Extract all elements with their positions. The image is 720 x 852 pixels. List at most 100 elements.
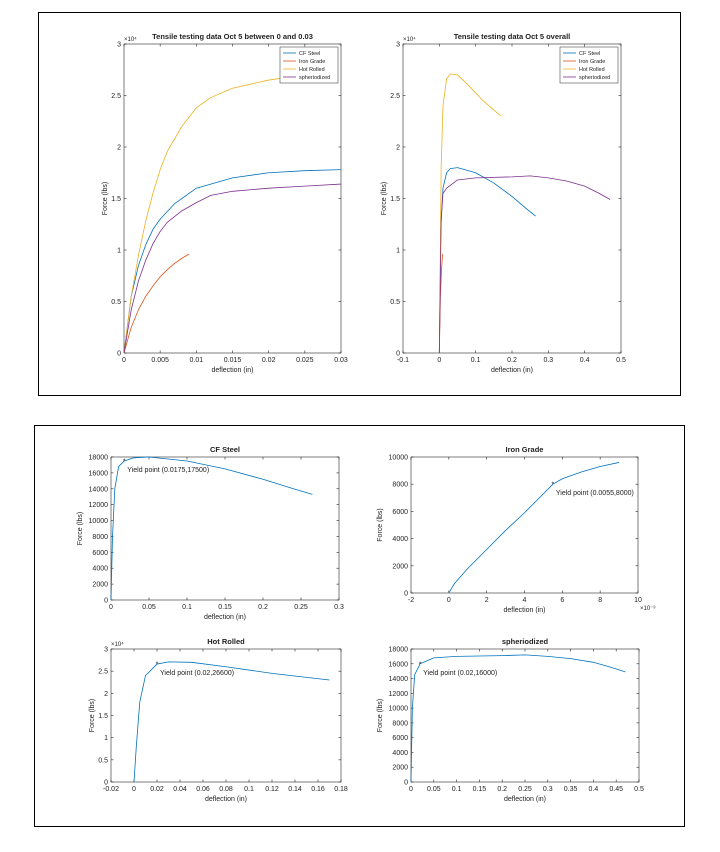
x-tick-label: 0.3	[334, 604, 344, 611]
y-tick-label: 2	[104, 691, 108, 698]
y-tick-label: 0.5	[111, 299, 121, 306]
y-tick-label: 10000	[389, 455, 409, 462]
chart-title: Tensile testing data Oct 5 between 0 and…	[152, 32, 313, 41]
x-tick-label: 0.3	[543, 357, 553, 364]
x-tick-label: 0.04	[173, 786, 187, 793]
x-tick-label: 0.1	[471, 357, 481, 364]
x-tick-label: 0.2	[507, 357, 517, 364]
x-tick-label: 0.06	[196, 786, 210, 793]
y-tick-label: 2.5	[111, 93, 121, 100]
x-tick-label: 0.5	[634, 786, 644, 793]
y-tick-label: 0	[104, 598, 108, 605]
y-tick-label: 10000	[89, 518, 109, 525]
x-tick-label: 0.08	[219, 786, 233, 793]
y-axis-label: Force (lbs)	[377, 508, 384, 541]
y-tick-label: 0	[404, 591, 408, 598]
yield-point-marker: *	[552, 482, 555, 489]
x-tick-label: 0.05	[142, 604, 156, 611]
y-tick-label: 3	[104, 647, 108, 654]
y-tick-label: 18000	[89, 455, 109, 462]
x-tick-label: 8	[598, 597, 602, 604]
y-axis-label: Force (lbs)	[377, 699, 384, 732]
x-tick-label: 0.015	[224, 357, 242, 364]
y-tick-label: 6000	[92, 550, 108, 557]
legend-entry: spheriodized	[579, 75, 610, 81]
x-tick-label: 0.2	[258, 604, 268, 611]
x-tick-label: 0.25	[518, 786, 532, 793]
y-tick-label: 12000	[89, 502, 109, 509]
chart-2: 0 0.05 0.1 0.15 0.2 0.25 0.3 0 2000 4000 6000 8000 1…	[77, 445, 344, 621]
yield-point-marker: *	[156, 662, 159, 669]
y-tick-label: 6000	[392, 735, 408, 742]
yield-point-label: Yield point (0.02,26600)	[160, 670, 234, 677]
y-tick-label: 4000	[92, 566, 108, 573]
x-tick-label: 0.15	[218, 604, 232, 611]
yield-point-label: Yield point (0.0055,8000)	[556, 490, 634, 497]
legend-entry: Hot Rolled	[299, 67, 325, 73]
y-exponent-label: ×10⁴	[124, 36, 137, 43]
x-axis-label: deflection (in)	[211, 367, 253, 374]
legend-entry: Iron Grade	[579, 59, 605, 65]
y-tick-label: 8000	[392, 720, 408, 727]
y-tick-label: 0	[104, 780, 108, 787]
series-line-0	[110, 456, 313, 601]
y-tick-label: 18000	[389, 647, 409, 654]
x-tick-label: 0.45	[609, 786, 623, 793]
chart-4: -0.02 0 0.02 0.04 0.06 0.08 0.1 0.12 0.14 0.16 0.1…	[89, 637, 348, 803]
x-tick-label: 0.1	[244, 786, 254, 793]
y-tick-label: 0.5	[390, 299, 400, 306]
y-tick-label: 0	[396, 351, 400, 358]
y-axis-label: Force (lbs)	[102, 182, 109, 215]
legend-entry: CF Steel	[579, 51, 600, 57]
x-tick-label: 0.01	[190, 357, 204, 364]
x-tick-label: 0.4	[580, 357, 590, 364]
series-line-cf-steel	[123, 169, 342, 354]
y-tick-label: 2000	[392, 765, 408, 772]
series-line-hot-rolled	[438, 73, 502, 354]
x-tick-label: 0.12	[265, 786, 279, 793]
x-tick-label: 0.02	[262, 357, 276, 364]
x-tick-label: 0.25	[294, 604, 308, 611]
chart-title: Tensile testing data Oct 5 overall	[454, 32, 571, 41]
x-tick-label: 0.16	[311, 786, 325, 793]
y-tick-label: 0	[404, 780, 408, 787]
x-tick-label: 0.3	[543, 786, 553, 793]
y-tick-label: 12000	[389, 691, 409, 698]
y-exponent-label: ×10⁴	[111, 641, 124, 648]
series-line-iron-grade	[123, 253, 190, 354]
yield-point-marker: *	[419, 661, 422, 668]
chart-title: CF Steel	[210, 445, 240, 454]
legend-entry: CF Steel	[299, 51, 320, 57]
x-tick-label: 0	[109, 604, 113, 611]
plot-area	[110, 456, 340, 601]
y-tick-label: 2	[117, 145, 121, 152]
chart-title: spheriodized	[502, 637, 549, 646]
y-axis-label: Force (lbs)	[381, 182, 388, 215]
x-tick-label: 6	[560, 597, 564, 604]
y-tick-label: 2000	[92, 582, 108, 589]
plot-area	[402, 43, 622, 354]
y-tick-label: 0.5	[98, 757, 108, 764]
x-tick-label: 0.1	[182, 604, 192, 611]
y-tick-label: 3	[396, 42, 400, 49]
y-tick-label: 0	[117, 351, 121, 358]
y-tick-label: 2	[396, 145, 400, 152]
x-tick-label: 4	[523, 597, 527, 604]
yield-point-label: Yield point (0.0175,17500)	[127, 467, 209, 474]
x-tick-label: 0.4	[589, 786, 599, 793]
x-tick-label: 0.005	[151, 357, 169, 364]
x-tick-label: 0.2	[497, 786, 507, 793]
x-tick-label: -2	[408, 597, 414, 604]
legend-entry: Hot Rolled	[579, 67, 605, 73]
y-tick-label: 4000	[392, 750, 408, 757]
x-tick-label: 0	[132, 786, 136, 793]
plot-area	[410, 456, 639, 594]
y-tick-label: 4000	[392, 536, 408, 543]
plot-area	[410, 648, 640, 783]
x-axis-label: deflection (in)	[204, 614, 246, 621]
x-axis-label: deflection (in)	[503, 607, 545, 614]
x-tick-label: 0.02	[150, 786, 164, 793]
y-tick-label: 6000	[392, 509, 408, 516]
y-tick-label: 1	[117, 248, 121, 255]
y-tick-label: 8000	[392, 482, 408, 489]
